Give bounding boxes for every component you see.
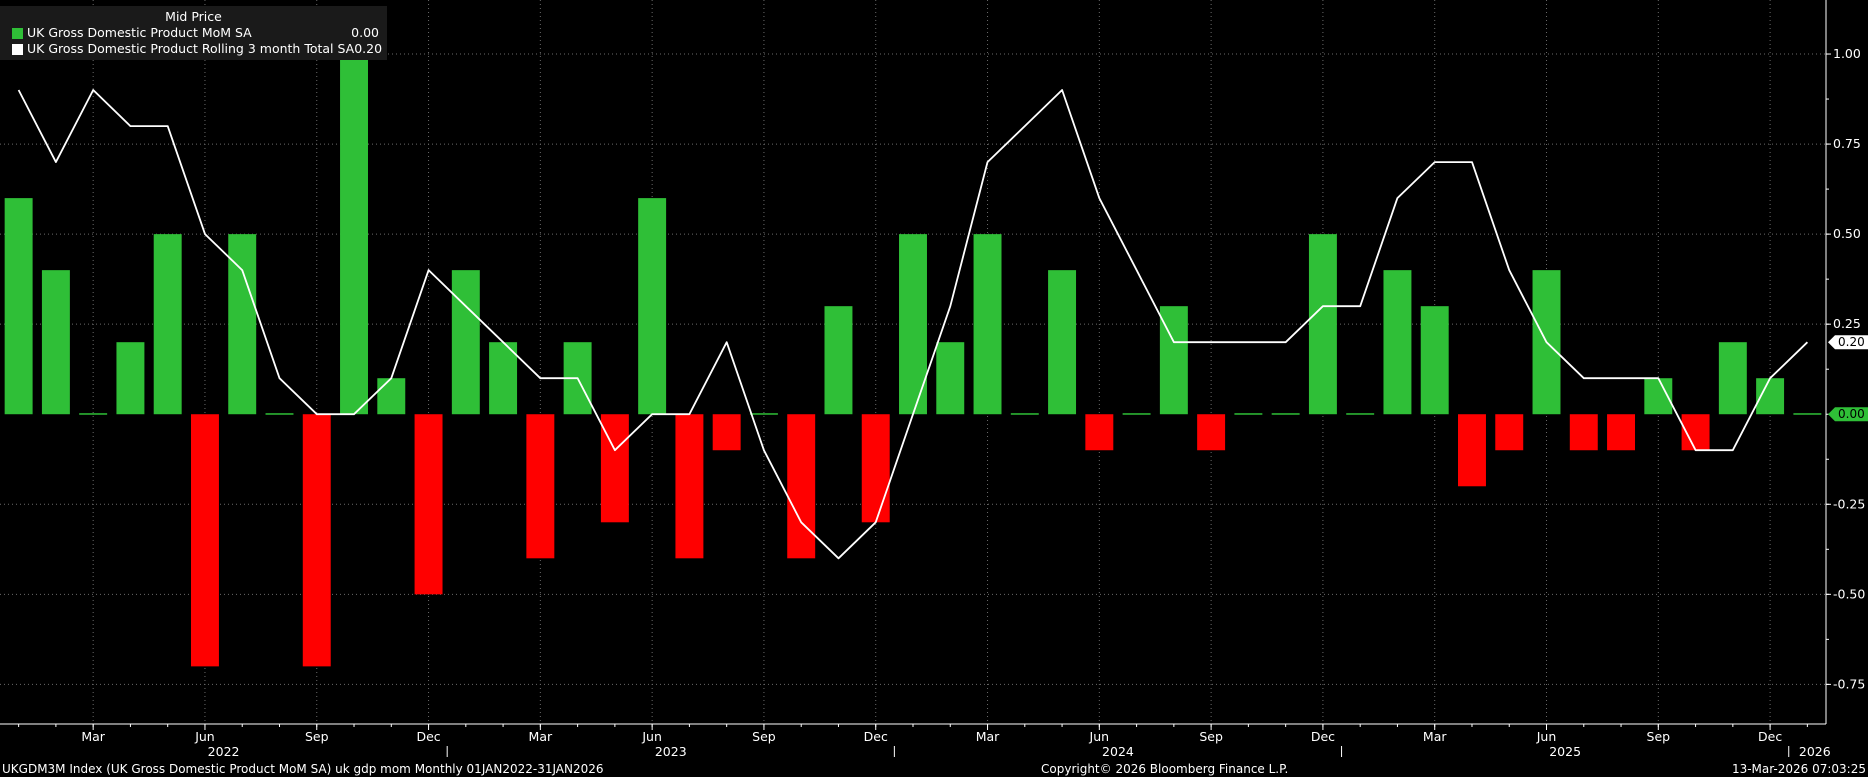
footer: UKGDM3M Index (UK Gross Domestic Product… bbox=[0, 761, 1868, 777]
bar bbox=[1271, 413, 1300, 415]
bar bbox=[1569, 414, 1598, 451]
y-tick-label: 0.75 bbox=[1833, 136, 1861, 151]
bar bbox=[1383, 270, 1412, 415]
bar bbox=[377, 378, 406, 415]
legend-item-bar: UK Gross Domestic Product MoM SA 0.00 bbox=[0, 25, 387, 41]
footer-timestamp: 13-Mar-2026 07:03:25 bbox=[1731, 762, 1866, 776]
bar bbox=[1085, 414, 1114, 451]
year-label: 2026 bbox=[1799, 744, 1831, 759]
bar bbox=[861, 414, 890, 523]
legend-item-line: UK Gross Domestic Product Rolling 3 mont… bbox=[0, 41, 387, 57]
bar bbox=[712, 414, 741, 451]
bar bbox=[1010, 413, 1039, 415]
x-tick-label: Sep bbox=[752, 729, 776, 744]
bar bbox=[787, 414, 816, 559]
x-tick-label: Jun bbox=[1536, 729, 1557, 744]
bar bbox=[1048, 270, 1077, 415]
bar bbox=[638, 198, 667, 415]
value-tag-label: 0.20 bbox=[1838, 335, 1865, 349]
bar bbox=[153, 234, 182, 415]
year-label: 2024 bbox=[1102, 744, 1134, 759]
footer-copyright: Copyright© 2026 Bloomberg Finance L.P. bbox=[1041, 762, 1289, 776]
series-line bbox=[17, 89, 1809, 560]
bar bbox=[973, 234, 1002, 415]
bar bbox=[899, 234, 927, 415]
x-tick-label: Mar bbox=[529, 729, 553, 744]
x-tick-label: Dec bbox=[416, 729, 440, 744]
value-tag bbox=[1828, 407, 1868, 422]
bar bbox=[936, 342, 965, 415]
bar bbox=[116, 342, 145, 415]
x-tick-label: Mar bbox=[81, 729, 105, 744]
bar bbox=[451, 270, 480, 415]
x-tick-label: Mar bbox=[976, 729, 1000, 744]
x-tick-label: Jun bbox=[194, 729, 215, 744]
bar bbox=[265, 413, 294, 415]
y-tick-label: -0.75 bbox=[1833, 676, 1865, 691]
bar bbox=[1607, 414, 1636, 451]
year-label: 2022 bbox=[208, 744, 240, 759]
y-tick-label: 1.00 bbox=[1833, 46, 1861, 61]
bar bbox=[340, 54, 368, 415]
value-tags: 0.20 0.00 bbox=[1828, 335, 1868, 422]
bar bbox=[302, 414, 331, 667]
bar-series bbox=[4, 54, 1822, 667]
year-label: 2023 bbox=[655, 744, 687, 759]
bar bbox=[4, 198, 33, 415]
value-tag bbox=[1828, 335, 1868, 350]
year-label: 2025 bbox=[1549, 744, 1581, 759]
bar bbox=[1234, 413, 1263, 415]
x-tick-label: Mar bbox=[1423, 729, 1447, 744]
legend: Mid Price UK Gross Domestic Product MoM … bbox=[0, 6, 387, 60]
legend-swatch-green bbox=[12, 27, 23, 39]
bar bbox=[1197, 414, 1226, 451]
bar bbox=[414, 414, 443, 595]
bar bbox=[1308, 234, 1337, 415]
y-tick-label: -0.50 bbox=[1833, 586, 1865, 601]
bar bbox=[1718, 342, 1747, 415]
x-tick-label: Dec bbox=[1758, 729, 1782, 744]
bar bbox=[749, 413, 778, 415]
x-tick-label: Sep bbox=[1647, 729, 1671, 744]
bar bbox=[1458, 414, 1486, 487]
bar bbox=[190, 414, 219, 667]
bar bbox=[1420, 306, 1449, 415]
x-tick-label: Sep bbox=[305, 729, 329, 744]
legend-series-name: UK Gross Domestic Product Rolling 3 mont… bbox=[27, 41, 355, 56]
x-tick-label: Sep bbox=[1199, 729, 1223, 744]
bar bbox=[79, 413, 108, 415]
y-tick-label: 0.50 bbox=[1833, 226, 1861, 241]
legend-series-value: 0.20 bbox=[354, 41, 383, 56]
grid-lines bbox=[0, 0, 1826, 724]
bar bbox=[489, 342, 518, 415]
bar bbox=[526, 414, 555, 559]
bar bbox=[1793, 413, 1822, 415]
line-series bbox=[17, 89, 1809, 560]
x-tick-label: Jun bbox=[1089, 729, 1110, 744]
legend-title: Mid Price bbox=[165, 9, 222, 24]
bar bbox=[41, 270, 70, 415]
bar bbox=[1122, 413, 1151, 415]
bar bbox=[228, 234, 257, 415]
footer-source: UKGDM3M Index (UK Gross Domestic Product… bbox=[2, 762, 604, 776]
axes: 1.00 0.75 0.50 0.25 -0.25 -0.50 -0.75 Mar Jun Sep… bbox=[0, 0, 1865, 759]
x-tick-label: Dec bbox=[864, 729, 888, 744]
bar bbox=[675, 414, 704, 559]
y-tick-label: -0.25 bbox=[1833, 496, 1865, 511]
y-tick-label: 0.25 bbox=[1833, 316, 1861, 331]
legend-swatch-white bbox=[12, 43, 23, 55]
legend-series-name: UK Gross Domestic Product MoM SA bbox=[27, 25, 252, 40]
value-tag-label: 0.00 bbox=[1838, 407, 1865, 421]
bar bbox=[1495, 414, 1524, 451]
x-tick-label: Dec bbox=[1311, 729, 1335, 744]
bar bbox=[824, 306, 853, 415]
legend-series-value: 0.00 bbox=[351, 25, 379, 40]
x-tick-label: Jun bbox=[641, 729, 662, 744]
bar bbox=[1346, 413, 1375, 415]
